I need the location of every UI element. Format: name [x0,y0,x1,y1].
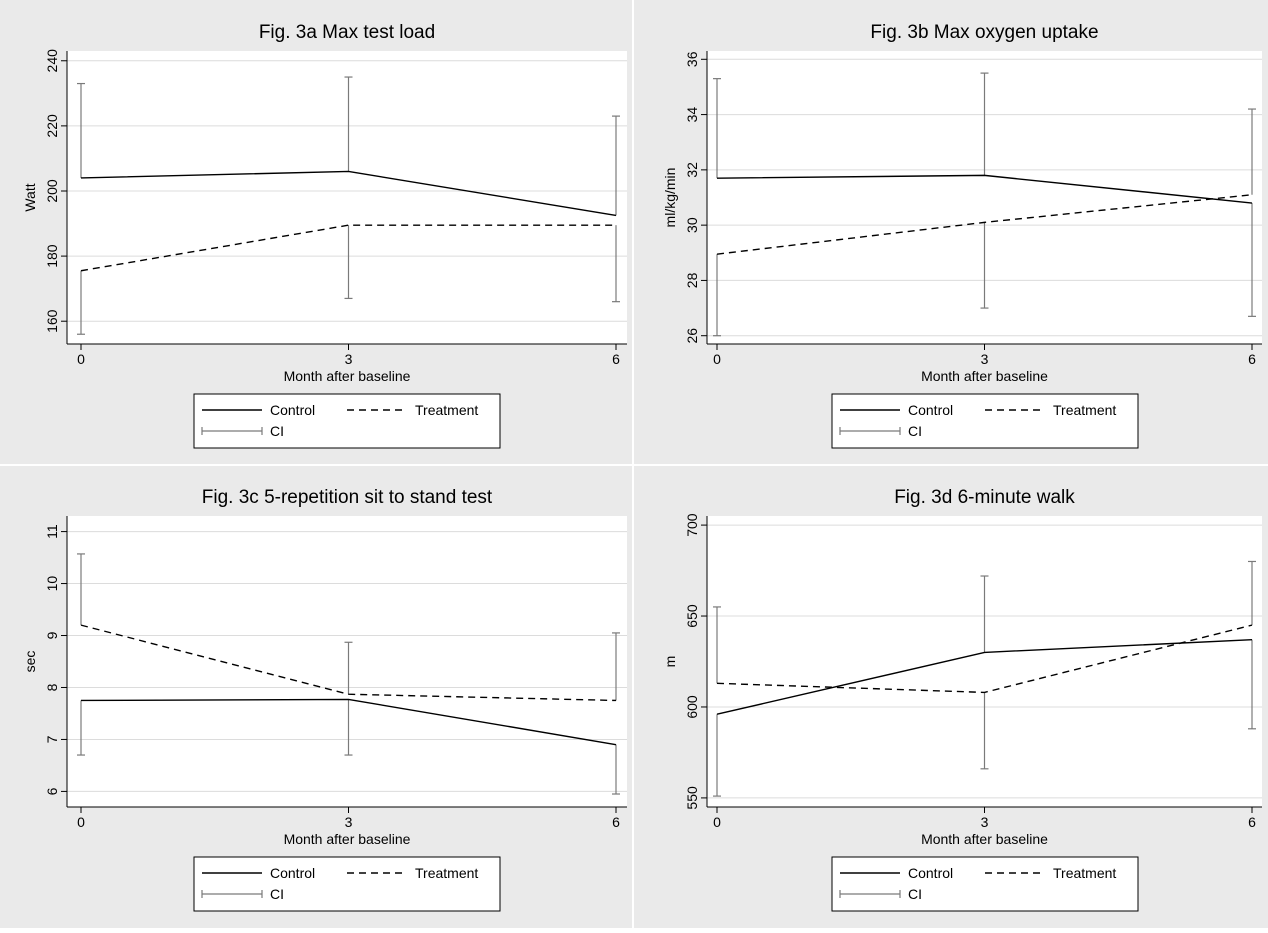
y-tick-label: 160 [44,309,60,333]
x-tick-label: 0 [713,351,721,367]
legend-label-control: Control [270,865,315,881]
y-tick-label: 11 [44,524,60,539]
legend-label-ci: CI [270,886,284,902]
legend-label-control: Control [908,402,953,418]
y-tick-label: 36 [684,51,700,67]
legend: Control Treatment CI [194,394,500,448]
y-tick-label: 180 [44,244,60,268]
y-tick-label: 10 [44,576,60,592]
legend-label-ci: CI [270,423,284,439]
x-tick-label: 0 [713,814,721,830]
y-axis-label: sec [22,651,38,673]
x-tick-label: 0 [77,351,85,367]
x-tick-label: 6 [1248,351,1256,367]
y-tick-label: 220 [44,114,60,138]
chart-title: Fig. 3a Max test load [259,22,435,43]
legend-label-treatment: Treatment [1053,865,1116,881]
y-tick-label: 650 [684,604,700,628]
chart-title: Fig. 3d 6-minute walk [894,487,1075,508]
chart-panel-3: Fig. 3c 5-repetition sit to stand test 6 7… [0,466,632,928]
y-tick-label: 34 [684,107,700,123]
legend-label-treatment: Treatment [1053,402,1116,418]
y-tick-label: 8 [44,683,60,691]
x-tick-label: 3 [981,814,989,830]
y-tick-label: 26 [684,328,700,344]
y-axis-label: m [662,656,678,668]
chart-title: Fig. 3c 5-repetition sit to stand test [202,487,493,508]
x-tick-label: 3 [345,814,353,830]
x-axis-label: Month after baseline [921,831,1048,847]
chart-panel-4: Fig. 3d 6-minute walk 550 600 650 700 0 3 6 Mont… [634,466,1268,928]
legend-label-ci: CI [908,423,922,439]
x-tick-label: 6 [612,351,620,367]
plot-area [67,516,627,807]
legend-label-control: Control [270,402,315,418]
y-tick-label: 9 [44,631,60,639]
y-tick-label: 32 [684,162,700,178]
x-tick-label: 3 [981,351,989,367]
x-tick-label: 0 [77,814,85,830]
y-axis-label: Watt [22,183,38,211]
y-tick-label: 7 [44,735,60,743]
y-tick-label: 6 [44,787,60,795]
x-axis-label: Month after baseline [921,368,1048,384]
y-tick-label: 550 [684,786,700,810]
plot-area [67,51,627,344]
legend: Control Treatment CI [832,857,1138,911]
legend-label-treatment: Treatment [415,865,478,881]
chart-panel-1: Fig. 3a Max test load 160 180 200 220 240 0 3 6 M… [0,0,632,464]
y-tick-label: 200 [44,179,60,203]
y-tick-label: 30 [684,217,700,233]
x-tick-label: 6 [1248,814,1256,830]
x-tick-label: 6 [612,814,620,830]
y-tick-label: 700 [684,513,700,537]
y-tick-label: 240 [44,49,60,73]
y-tick-label: 600 [684,695,700,719]
x-axis-label: Month after baseline [284,368,411,384]
legend-label-ci: CI [908,886,922,902]
x-tick-label: 3 [345,351,353,367]
legend-label-treatment: Treatment [415,402,478,418]
legend: Control Treatment CI [832,394,1138,448]
y-axis-label: ml/kg/min [662,168,678,228]
chart-title: Fig. 3b Max oxygen uptake [870,22,1098,43]
x-axis-label: Month after baseline [284,831,411,847]
legend-label-control: Control [908,865,953,881]
y-tick-label: 28 [684,272,700,288]
legend: Control Treatment CI [194,857,500,911]
